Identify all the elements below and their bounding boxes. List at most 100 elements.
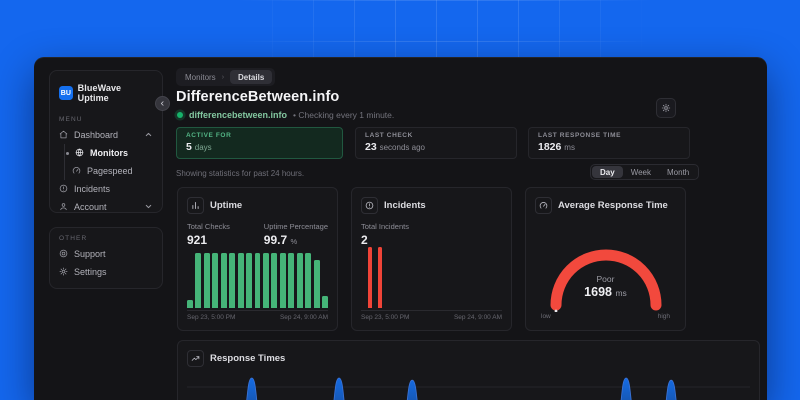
sidebar-item-monitors[interactable]: Monitors (66, 144, 156, 162)
sidebar-other-label: OTHER (59, 235, 88, 242)
stat-value: 1826 (538, 141, 562, 153)
uptime-bar (279, 253, 286, 308)
stat-label: ACTIVE FOR (186, 132, 232, 139)
monitor-host: differencebetween.info (189, 110, 288, 120)
stat-unit: days (194, 143, 212, 152)
speedometer-icon (72, 166, 81, 177)
alert-circle-icon (361, 197, 378, 214)
response-gauge: Poor 1698 ms low high (535, 214, 676, 321)
card-title: Uptime (210, 200, 243, 211)
chevron-left-icon (160, 101, 164, 106)
gauge-icon (535, 197, 552, 214)
total-incidents-label: Total Incidents (361, 222, 409, 231)
sidebar-item-support[interactable]: Support (56, 245, 156, 263)
uptime-bar (254, 253, 261, 308)
page-title: DifferenceBetween.info (176, 89, 340, 105)
uptime-bar (313, 259, 320, 308)
range-option-day[interactable]: Day (592, 166, 623, 178)
sidebar-item-label: Incidents (74, 184, 111, 194)
check-interval-note: • Checking every 1 minute. (293, 110, 395, 120)
globe-icon (75, 148, 84, 159)
x-axis-end-label: Sep 24, 9:00 AM (279, 314, 328, 321)
uptime-card: Uptime Total Checks 921 Uptime Percentag… (177, 187, 338, 331)
sidebar-item-label: Support (74, 249, 106, 259)
response-times-chart (187, 374, 750, 400)
response-area-svg (187, 377, 750, 400)
brand-name: BlueWave Uptime (77, 83, 122, 103)
range-option-month[interactable]: Month (667, 167, 690, 177)
uptime-bar (246, 253, 252, 308)
uptime-bar (229, 253, 236, 308)
sidebar-menu-label: MENU (59, 116, 83, 123)
chevron-down-icon (144, 202, 153, 213)
incident-bar (377, 247, 382, 308)
sidebar-other-panel: OTHER Support Settings (49, 227, 163, 289)
gauge-value: 1698 (584, 285, 612, 299)
brand-logo: BU (59, 86, 73, 100)
sidebar-item-incidents[interactable]: Incidents (56, 180, 156, 198)
gauge-arc (550, 249, 661, 311)
sidebar-collapse-button[interactable] (155, 96, 170, 111)
bar-chart-icon (187, 197, 204, 214)
percent-unit: % (290, 237, 298, 246)
sidebar-item-pagespeed[interactable]: Pagespeed (69, 162, 156, 180)
uptime-bar (187, 300, 193, 308)
uptime-bar (288, 253, 295, 308)
stats-note: Showing statistics for past 24 hours. (176, 169, 305, 178)
gauge-min-label: low (541, 313, 551, 320)
uptime-bars (187, 247, 328, 308)
incidents-bars (361, 247, 502, 308)
uptime-bar (203, 253, 210, 308)
uptime-bar (271, 253, 278, 308)
monitor-status-row: differencebetween.info • Checking every … (177, 110, 394, 120)
stat-label: LAST CHECK (365, 132, 413, 139)
stat-card-last-check: LAST CHECK 23 seconds ago (355, 127, 517, 159)
stat-card-active-for: ACTIVE FOR 5 days (176, 127, 343, 159)
active-bullet (66, 151, 69, 155)
sidebar-item-label: Dashboard (74, 130, 119, 140)
uptime-percentage-value: 99.7 (263, 233, 288, 247)
home-icon (59, 130, 68, 141)
sidebar-nav-panel: BU BlueWave Uptime MENU Dashboard Monito… (49, 70, 163, 213)
gauge-svg (550, 249, 661, 312)
x-axis-end-label: Sep 24, 9:00 AM (453, 314, 502, 321)
uptime-bar (212, 253, 219, 308)
uptime-bar (237, 253, 244, 308)
breadcrumb-details[interactable]: Details (230, 70, 273, 84)
stat-unit: ms (564, 143, 575, 152)
monitor-configure-button[interactable] (656, 98, 676, 118)
uptime-bar (262, 253, 269, 308)
uptime-bar (195, 253, 202, 308)
x-axis-start-label: Sep 23, 5:00 PM (187, 314, 236, 321)
sidebar-item-settings[interactable]: Settings (56, 263, 156, 281)
incident-bar (368, 247, 373, 308)
uptime-bar (296, 253, 303, 308)
gauge-status: Poor (596, 274, 615, 284)
gear-icon (59, 267, 68, 278)
stat-label: LAST RESPONSE TIME (538, 132, 622, 139)
app-window: BU BlueWave Uptime MENU Dashboard Monito… (34, 57, 767, 400)
uptime-bar (322, 295, 328, 308)
breadcrumb-separator: › (221, 73, 225, 81)
dashboard-subgroup: Monitors Pagespeed (64, 144, 156, 180)
range-option-week[interactable]: Week (630, 167, 651, 177)
gauge-unit: ms (615, 288, 627, 298)
range-toggle: Day Week Month (590, 164, 700, 180)
incidents-card: Incidents Total Incidents 2 Sep 23, 5:00… (351, 187, 512, 331)
stat-card-last-response-time: LAST RESPONSE TIME 1826 ms (528, 127, 690, 159)
sidebar-item-account[interactable]: Account (56, 198, 156, 216)
response-times-card: Response Times (177, 340, 760, 400)
stat-unit: seconds ago (379, 143, 425, 152)
card-title: Incidents (384, 200, 426, 211)
uptime-percentage-label: Uptime Percentage (263, 222, 328, 231)
brand: BU BlueWave Uptime (56, 71, 156, 111)
trending-line-icon (187, 350, 204, 367)
sidebar-item-dashboard[interactable]: Dashboard (56, 126, 156, 144)
x-axis-start-label: Sep 23, 5:00 PM (361, 314, 410, 321)
gauge-start-tick (554, 309, 557, 312)
alert-circle-icon (59, 184, 68, 195)
average-response-time-card: Average Response Time Poor 1698 ms low h… (525, 187, 686, 331)
uptime-bar (305, 253, 312, 308)
sidebar-item-label: Pagespeed (87, 166, 133, 176)
breadcrumb-monitors[interactable]: Monitors (185, 72, 216, 82)
